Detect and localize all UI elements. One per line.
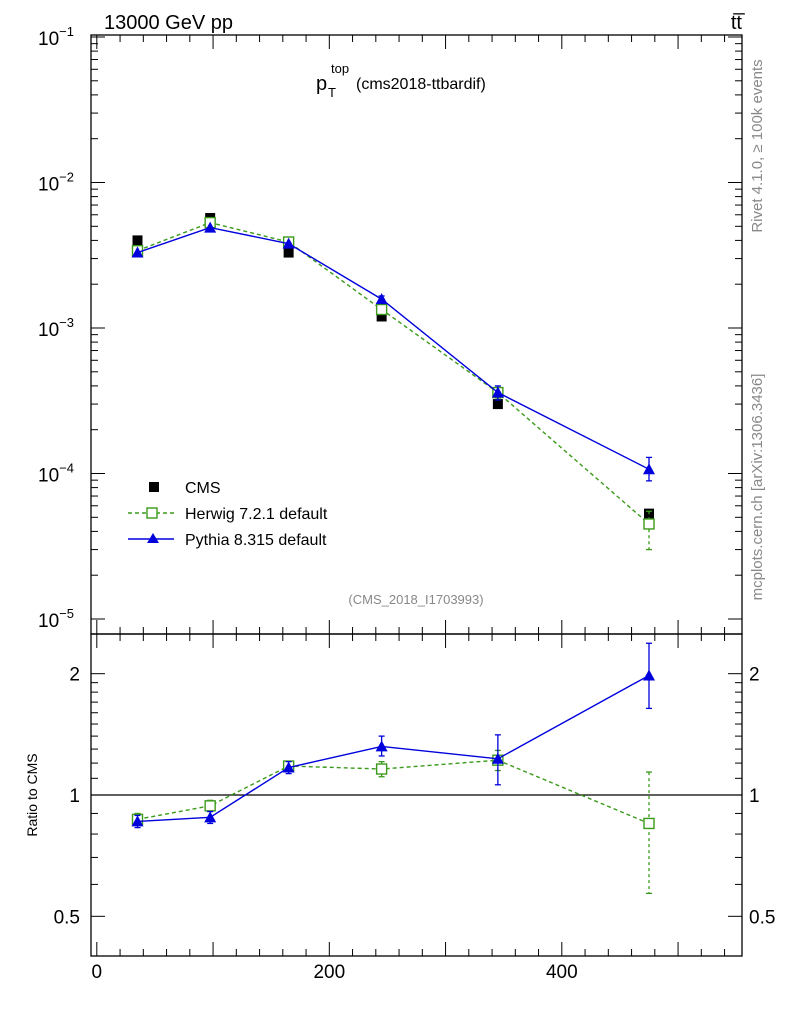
cms-data-point xyxy=(132,235,143,246)
title-superscript: top xyxy=(331,61,349,76)
ratio-pythia-point xyxy=(282,761,295,773)
ratio-y-axis-label: Ratio to CMS xyxy=(24,753,40,836)
legend-label-pythia: Pythia 8.315 default xyxy=(185,532,327,549)
main-y-tick-labels: 10−1 10−2 10−3 10−4 10−5 xyxy=(38,24,74,632)
pythia-point xyxy=(491,386,504,398)
title-rest: (cms2018-ttbardif) xyxy=(356,76,486,93)
legend-marker-cms xyxy=(149,482,159,492)
ratio-x-tick-label: 0 xyxy=(92,962,103,983)
ratio-y-tick-label: 1 xyxy=(69,786,80,807)
ratio-herwig-point xyxy=(643,817,655,830)
cms-data-point xyxy=(492,399,503,410)
title-subscript: T xyxy=(328,85,336,100)
ratio-x-tick-label: 200 xyxy=(313,962,345,983)
ratio-y-tick-label-right: 0.5 xyxy=(749,907,775,928)
mcplots-label: mcplots.cern.ch [arXiv:1306.3436] xyxy=(749,374,766,601)
plot-title: p xyxy=(316,73,327,95)
cms-data-point xyxy=(376,311,387,322)
main-series xyxy=(131,213,655,551)
ratio-pythia-point xyxy=(375,740,388,752)
analysis-label: (CMS_2018_I1703993) xyxy=(348,592,483,607)
ratio-pythia-point xyxy=(643,669,655,681)
main-ticks xyxy=(91,35,742,634)
ratio-pythia-line xyxy=(137,674,650,823)
ratio-x-tick-label: 400 xyxy=(546,962,578,983)
ratio-series xyxy=(131,642,655,895)
ratio-pythia-point xyxy=(491,752,504,764)
main-y-tick-label: 10−3 xyxy=(38,315,74,341)
pythia-point xyxy=(375,293,388,305)
process-label: tt̅ xyxy=(731,12,745,34)
main-panel: 10−1 10−2 10−3 10−4 10−5 p T top (cms2018-tt… xyxy=(38,24,743,635)
legend-label-cms: CMS xyxy=(185,480,221,497)
ratio-y-tick-label-right: 1 xyxy=(749,786,760,807)
ratio-herwig-point xyxy=(204,800,216,812)
herwig-point xyxy=(643,518,655,530)
ratio-herwig-line xyxy=(137,759,650,825)
energy-label: 13000 GeV pp xyxy=(104,12,233,34)
legend-label-herwig: Herwig 7.2.1 default xyxy=(185,506,328,523)
pythia-point xyxy=(282,237,295,249)
main-y-tick-label: 10−1 xyxy=(38,24,74,50)
ratio-pythia-point xyxy=(204,811,217,823)
main-y-tick-label: 10−4 xyxy=(38,461,74,487)
ratio-y-tick-label-right: 2 xyxy=(749,665,760,686)
rivet-label: Rivet 4.1.0, ≥ 100k events xyxy=(749,59,766,232)
herwig-point xyxy=(375,303,388,316)
legend: CMS Herwig 7.2.1 default Pythia 8.315 de… xyxy=(128,480,328,549)
pythia-point xyxy=(131,246,144,258)
ratio-pythia-point xyxy=(131,815,144,827)
legend-marker-herwig xyxy=(146,507,158,519)
legend-entry-cms: CMS xyxy=(149,480,221,497)
ratio-ticks xyxy=(91,634,742,956)
main-y-tick-label: 10−5 xyxy=(38,606,74,632)
ratio-herwig-point xyxy=(375,763,388,775)
herwig-line xyxy=(137,221,650,525)
ratio-y-tick-label: 2 xyxy=(69,665,80,686)
ratio-panel: 0 200 400 0.5 0.5 1 1 2 2 Ratio to CMS xyxy=(24,633,776,983)
legend-entry-herwig: Herwig 7.2.1 default xyxy=(128,506,328,523)
legend-marker-pythia xyxy=(147,533,159,543)
pythia-line xyxy=(137,226,650,470)
ratio-tick-labels: 0 200 400 0.5 0.5 1 1 2 2 xyxy=(54,665,776,983)
main-y-tick-label: 10−2 xyxy=(38,170,74,196)
title-base: p xyxy=(316,73,327,95)
pythia-point xyxy=(204,221,217,233)
cms-data-point xyxy=(283,247,294,258)
pythia-point xyxy=(643,463,655,475)
legend-entry-pythia: Pythia 8.315 default xyxy=(128,532,327,549)
ratio-y-tick-label: 0.5 xyxy=(54,907,80,928)
